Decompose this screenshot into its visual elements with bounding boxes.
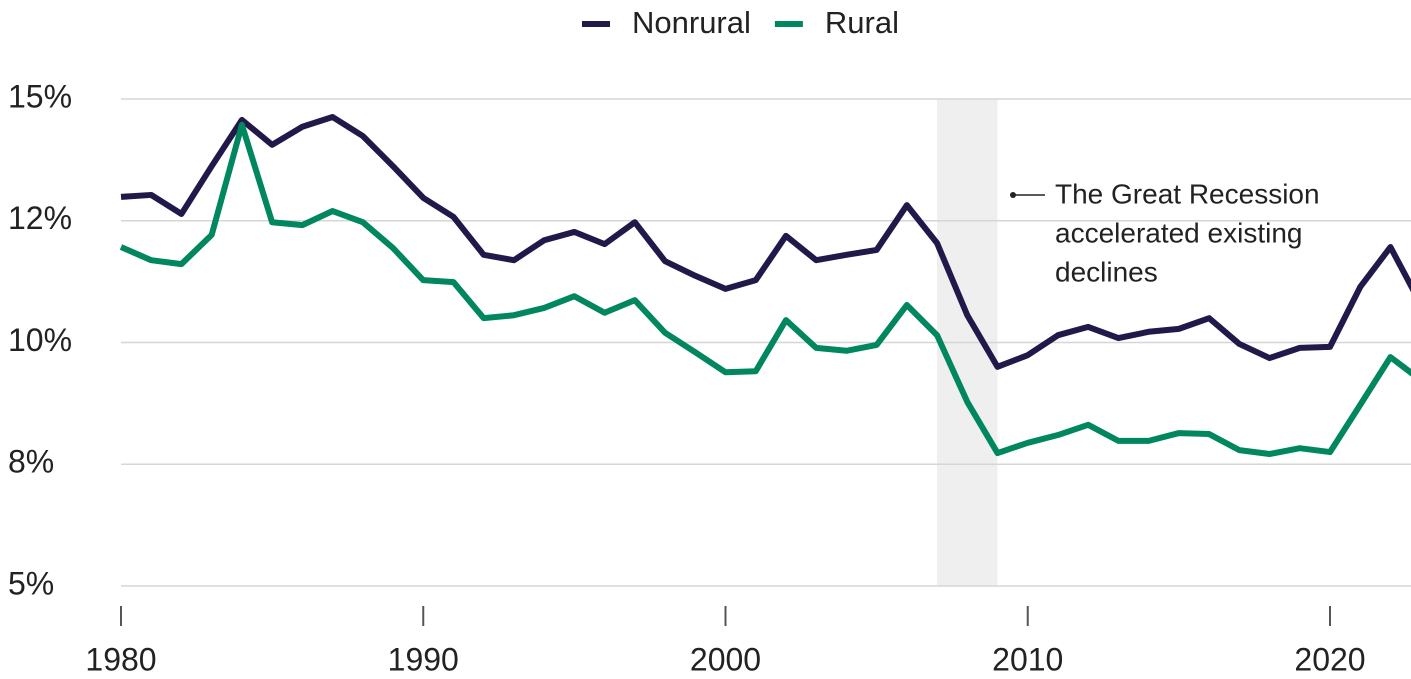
series-line	[120, 114, 1411, 370]
x-tick-label: 1990	[388, 641, 459, 677]
annotation: declines	[1055, 256, 1158, 287]
y-tick-label: 12%	[8, 200, 72, 236]
y-tick-label: 15%	[8, 78, 72, 114]
legend-label: Nonrural	[632, 5, 751, 40]
y-tick-label: 5%	[8, 565, 54, 601]
annotation: accelerated existing	[1055, 217, 1302, 248]
annotation: The Great Recession	[1055, 178, 1320, 209]
plot-area	[119, 114, 1411, 458]
x-tick-label: 1980	[85, 641, 156, 677]
series-line	[119, 121, 1411, 458]
x-tick-label: 2020	[1294, 641, 1365, 677]
y-tick-label: 8%	[8, 444, 54, 480]
x-tick-label: 2000	[690, 641, 761, 677]
legend-label: Rural	[825, 5, 899, 40]
y-tick-label: 10%	[8, 322, 72, 358]
x-tick-label: 2010	[992, 641, 1063, 677]
